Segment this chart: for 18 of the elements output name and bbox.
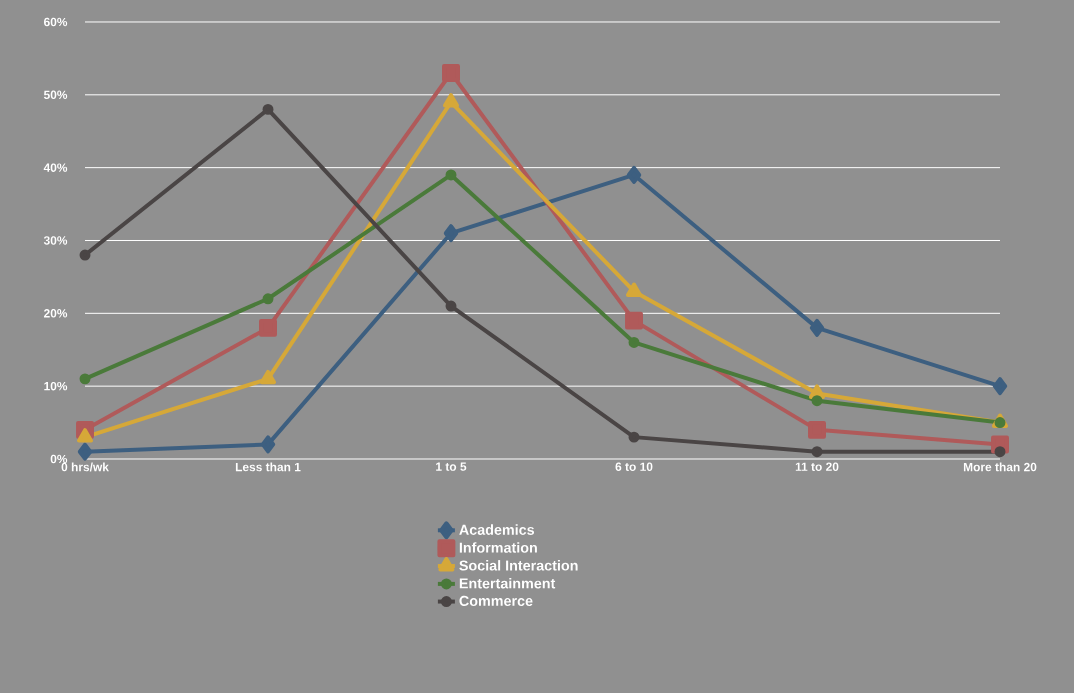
x-tick-label: 11 to 20	[795, 462, 839, 471]
y-tick-label: 60%	[44, 17, 68, 27]
y-tick-label: 0%	[50, 454, 68, 464]
legend-label: Academics	[459, 524, 535, 535]
legend-label: Commerce	[459, 595, 533, 606]
y-tick-label: 10%	[44, 381, 68, 391]
x-tick-label: 0 hrs/wk	[61, 462, 109, 472]
x-tick-label: 6 to 10	[615, 462, 653, 471]
legend-label: Entertainment	[459, 577, 556, 589]
y-tick-label: 40%	[43, 163, 68, 172]
legend-label: Social Interaction	[459, 560, 578, 571]
x-tick-label: More than 20	[963, 462, 1037, 472]
y-tick-label: 20%	[43, 309, 68, 318]
y-tick-label: 50%	[43, 90, 68, 100]
legend-label: Information	[459, 542, 537, 553]
x-tick-label: Less than 1	[235, 462, 301, 472]
y-tick-label: 30%	[43, 236, 68, 245]
x-tick-label: 1 to 5	[436, 462, 467, 471]
